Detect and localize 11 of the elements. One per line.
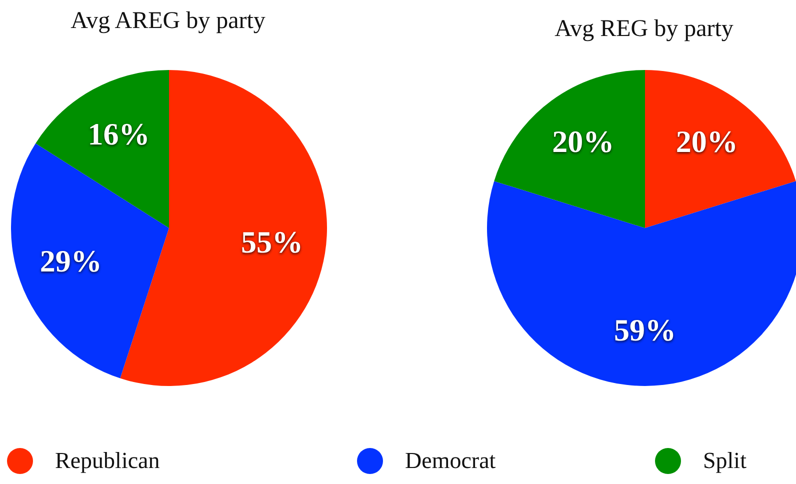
data-label: 20%: [676, 124, 738, 160]
legend-label: Republican: [55, 448, 160, 474]
data-label: 20%: [552, 124, 614, 160]
data-label: 16%: [88, 116, 150, 152]
chart-title: Avg AREG by party: [70, 8, 266, 35]
chart-title: Avg REG by party: [554, 16, 734, 43]
legend-label: Democrat: [405, 448, 496, 474]
data-label: 29%: [40, 243, 102, 278]
data-label: 59%: [614, 312, 676, 348]
data-label: 55%: [240, 224, 303, 260]
legend-label: Split: [703, 448, 746, 474]
